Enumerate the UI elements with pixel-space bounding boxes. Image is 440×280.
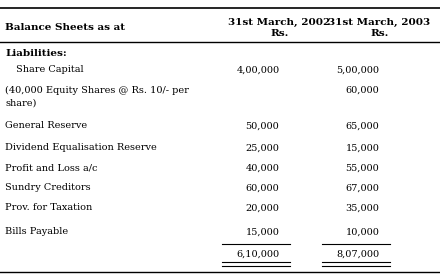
Text: Dividend Equalisation Reserve: Dividend Equalisation Reserve <box>5 143 157 153</box>
Text: 20,000: 20,000 <box>246 204 279 213</box>
Text: Share Capital: Share Capital <box>16 66 84 74</box>
Text: 10,000: 10,000 <box>345 227 379 237</box>
Text: share): share) <box>5 99 37 108</box>
Text: Rs.: Rs. <box>370 29 389 39</box>
Text: 35,000: 35,000 <box>345 204 379 213</box>
Text: 31st March, 2002: 31st March, 2002 <box>228 17 330 27</box>
Text: 65,000: 65,000 <box>345 122 379 130</box>
Text: 31st March, 2003: 31st March, 2003 <box>328 17 430 27</box>
Text: 60,000: 60,000 <box>246 183 279 193</box>
Text: 5,00,000: 5,00,000 <box>336 66 379 74</box>
Text: 8,07,000: 8,07,000 <box>336 249 379 258</box>
Text: Balance Sheets as at: Balance Sheets as at <box>5 24 125 32</box>
Text: Sundry Creditors: Sundry Creditors <box>5 183 91 193</box>
Text: 55,000: 55,000 <box>345 164 379 172</box>
Text: General Reserve: General Reserve <box>5 122 88 130</box>
Text: Prov. for Taxation: Prov. for Taxation <box>5 204 92 213</box>
Text: 25,000: 25,000 <box>246 143 279 153</box>
Text: 6,10,000: 6,10,000 <box>236 249 279 258</box>
Text: (40,000 Equity Shares @ Rs. 10/- per: (40,000 Equity Shares @ Rs. 10/- per <box>5 85 189 95</box>
Text: 4,00,000: 4,00,000 <box>236 66 279 74</box>
Text: 60,000: 60,000 <box>345 85 379 95</box>
Text: 15,000: 15,000 <box>345 143 379 153</box>
Text: 67,000: 67,000 <box>345 183 379 193</box>
Text: 50,000: 50,000 <box>246 122 279 130</box>
Text: Profit and Loss a/c: Profit and Loss a/c <box>5 164 98 172</box>
Text: Bills Payable: Bills Payable <box>5 227 68 237</box>
Text: Rs.: Rs. <box>270 29 289 39</box>
Text: Liabilities:: Liabilities: <box>5 50 67 59</box>
Text: 40,000: 40,000 <box>246 164 279 172</box>
Text: 15,000: 15,000 <box>246 227 279 237</box>
